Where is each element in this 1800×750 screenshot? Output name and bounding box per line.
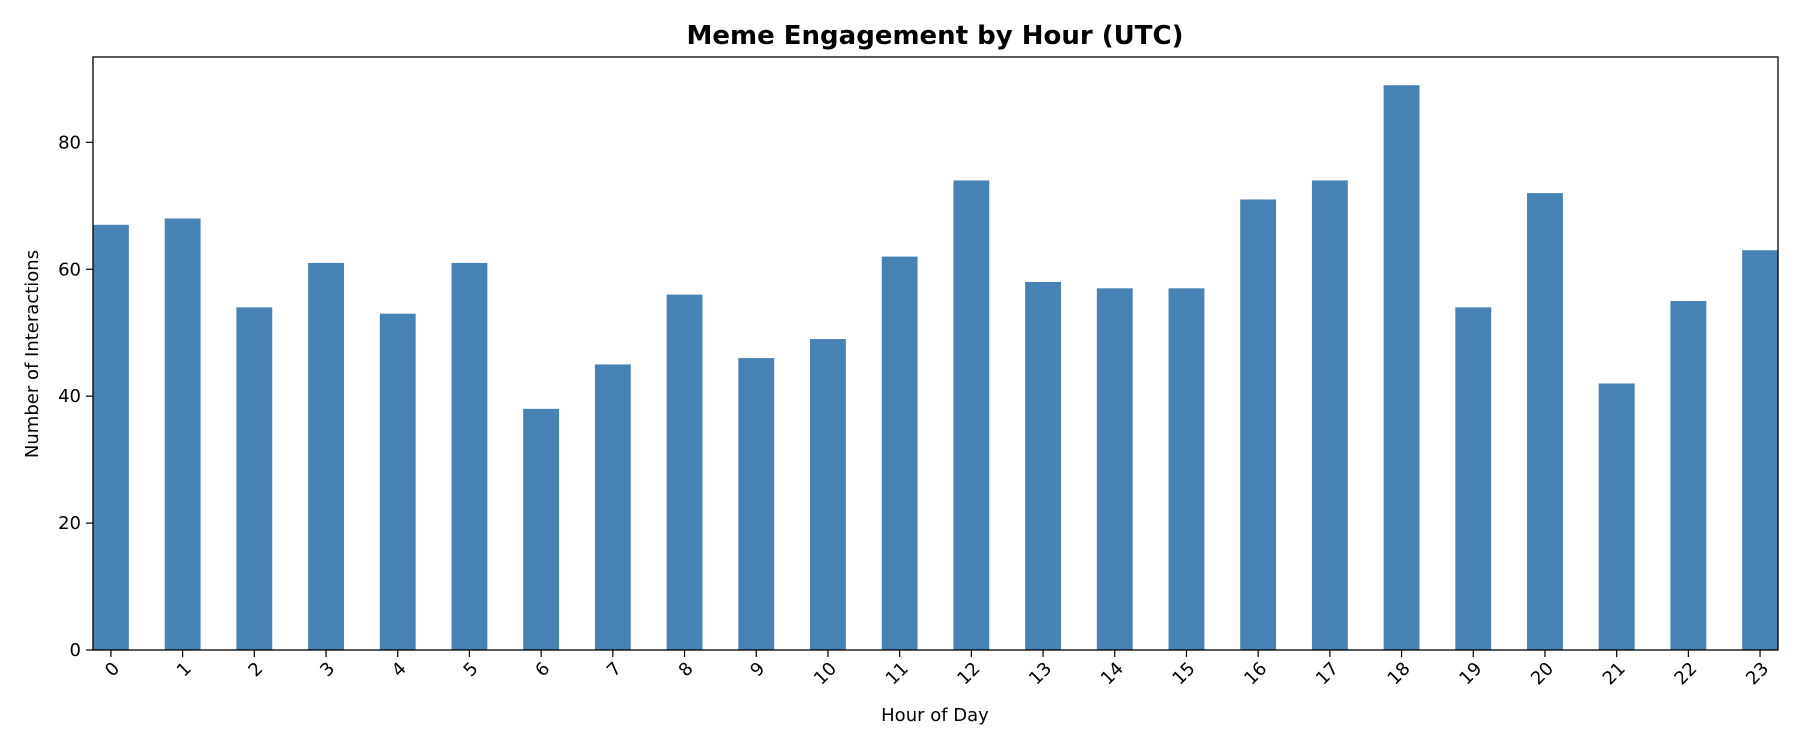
x-tick-label: 3 (316, 658, 339, 681)
bar-hour-22 (1670, 300, 1707, 650)
y-tick-label: 0 (70, 640, 81, 661)
bar-hour-13 (1025, 281, 1061, 650)
x-tick-label: 15 (1168, 658, 1199, 689)
x-tick-label: 4 (388, 658, 411, 681)
x-tick-label: 16 (1240, 658, 1271, 689)
x-axis-label: Hour of Day (881, 705, 989, 726)
chart-title: Meme Engagement by Hour (UTC) (687, 21, 1184, 51)
x-tick-label: 6 (531, 658, 554, 681)
x-axis-ticks: 0 1 2 3 4 5 6 7 8 9 10 11 12 13 14 15 16 17 18 19 20 21 22 23 (101, 650, 1773, 689)
bar-hour-18 (1383, 85, 1420, 651)
bar-hour-17 (1311, 180, 1348, 651)
bar-hour-4 (379, 313, 416, 650)
x-tick-label: 0 (101, 658, 124, 681)
x-tick-label: 2 (244, 658, 267, 681)
x-tick-label: 20 (1527, 658, 1558, 689)
bar-hour-2 (236, 307, 273, 650)
x-tick-label: 1 (173, 658, 196, 681)
bar-hour-19 (1455, 307, 1492, 650)
bar-hour-14 (1096, 288, 1133, 650)
x-tick-label: 21 (1599, 658, 1630, 689)
bar-hour-5 (451, 262, 488, 650)
bar-hour-0 (93, 224, 129, 650)
x-tick-label: 12 (953, 658, 984, 689)
bar-hour-16 (1240, 199, 1277, 650)
bar-hour-8 (666, 294, 703, 650)
y-axis-ticks: 0 20 40 60 80 (58, 132, 93, 661)
x-tick-label: 22 (1670, 658, 1701, 689)
x-tick-label: 18 (1384, 658, 1415, 689)
bar-hour-1 (164, 218, 201, 650)
y-tick-label: 20 (58, 513, 81, 534)
y-tick-label: 60 (58, 259, 81, 280)
x-tick-label: 23 (1742, 658, 1773, 689)
bar-hour-11 (881, 256, 918, 650)
x-tick-label: 8 (675, 658, 698, 681)
bar-hour-15 (1168, 288, 1205, 650)
bar-hour-10 (810, 339, 846, 650)
x-tick-label: 9 (746, 658, 769, 681)
x-tick-label: 11 (882, 658, 913, 689)
x-tick-label: 13 (1025, 658, 1056, 689)
bar-hour-6 (523, 408, 560, 650)
x-tick-label: 17 (1312, 658, 1343, 689)
x-tick-label: 19 (1455, 658, 1486, 689)
plot-frame (92, 56, 1779, 651)
bars-layer (93, 85, 1778, 651)
x-tick-label: 5 (460, 658, 483, 681)
x-tick-label: 10 (810, 658, 841, 689)
x-tick-label: 7 (603, 658, 626, 681)
x-tick-label: 14 (1097, 658, 1128, 689)
bar-hour-9 (738, 358, 775, 650)
y-tick-label: 80 (58, 132, 81, 153)
bar-hour-7 (594, 364, 631, 650)
bar-hour-23 (1742, 250, 1778, 650)
y-axis-label: Number of Interactions (22, 250, 43, 458)
bar-hour-20 (1527, 193, 1563, 651)
y-tick-label: 40 (58, 386, 81, 407)
bar-hour-3 (308, 262, 344, 650)
bar-hour-21 (1598, 383, 1635, 650)
bar-hour-12 (953, 180, 990, 651)
